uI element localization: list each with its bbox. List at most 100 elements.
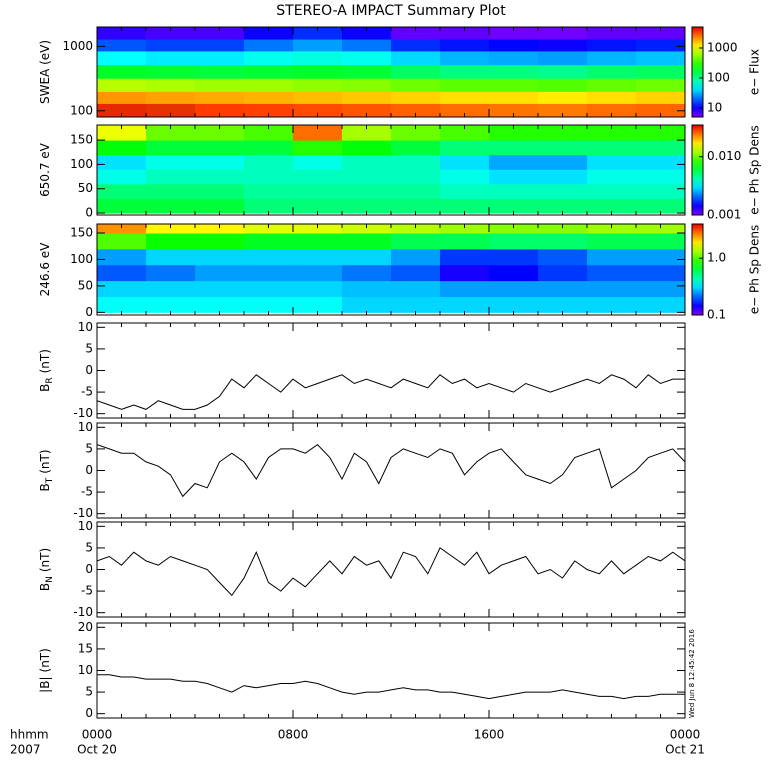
heatmap-cell bbox=[293, 50, 343, 66]
heatmap-cell bbox=[293, 39, 343, 52]
y-label-subscript: N bbox=[45, 576, 55, 583]
heatmap-cell bbox=[440, 27, 490, 40]
heatmap-cell bbox=[587, 154, 637, 170]
heatmap-cell bbox=[244, 103, 294, 117]
heatmap-cell bbox=[195, 232, 245, 250]
heatmap-cell bbox=[244, 125, 294, 141]
y-label-units: (nT) bbox=[38, 349, 52, 373]
heatmap-cell bbox=[636, 50, 685, 66]
heatmap-cell bbox=[97, 39, 147, 52]
heatmap-cell bbox=[391, 248, 441, 266]
heatmap-cell bbox=[244, 296, 294, 313]
heatmap-cell bbox=[538, 232, 588, 250]
heatmap-cell bbox=[440, 169, 490, 185]
heatmap-cell bbox=[342, 50, 392, 66]
y-tick-label: -10 bbox=[73, 506, 93, 520]
y-tick-label: 150 bbox=[70, 133, 93, 147]
heatmap-cell bbox=[342, 64, 392, 79]
heatmap-cell bbox=[440, 232, 490, 250]
heatmap-cell bbox=[489, 64, 539, 79]
heatmap-cell bbox=[342, 91, 392, 104]
heatmap-cell bbox=[440, 103, 490, 117]
heatmap-cell bbox=[342, 232, 392, 250]
heatmap-cell bbox=[636, 64, 685, 79]
heatmap-cell bbox=[293, 264, 343, 282]
heatmap-cell bbox=[538, 280, 588, 297]
heatmap-cell bbox=[146, 280, 196, 297]
heatmap-cell bbox=[489, 183, 539, 199]
heatmap-cell bbox=[538, 78, 588, 92]
colorbar bbox=[691, 223, 704, 316]
heatmap-cell bbox=[538, 248, 588, 266]
y-tick-label: 15 bbox=[78, 641, 93, 655]
heatmap-cell bbox=[293, 140, 343, 156]
heatmap-cell bbox=[146, 78, 196, 92]
heatmap-cell bbox=[391, 183, 441, 199]
heatmap-cell bbox=[342, 154, 392, 170]
line-series bbox=[97, 374, 685, 410]
x-tick-label: 0800 bbox=[278, 728, 309, 742]
heatmap-cell bbox=[440, 154, 490, 170]
y-axis-label: BN (nT) bbox=[38, 548, 55, 591]
heatmap-cell bbox=[293, 198, 343, 214]
heatmap-cell bbox=[195, 169, 245, 185]
colorbar-tick-label: 100 bbox=[707, 70, 730, 84]
heatmap-cell bbox=[293, 183, 343, 199]
y-label-subscript: T bbox=[45, 477, 55, 484]
heatmap-cell bbox=[244, 198, 294, 214]
heatmap-cell bbox=[391, 224, 441, 234]
heatmap-cell bbox=[195, 39, 245, 52]
heatmap-cell bbox=[195, 264, 245, 282]
y-tick-label: 50 bbox=[78, 181, 93, 195]
y-axis-label: BR (nT) bbox=[38, 349, 55, 392]
y-label-units: (nT) bbox=[38, 548, 52, 572]
heatmap-cell bbox=[538, 64, 588, 79]
heatmap-cell bbox=[636, 183, 685, 199]
y-tick-label: 10 bbox=[78, 420, 93, 434]
heatmap-cell bbox=[636, 91, 685, 104]
heatmap-cell bbox=[391, 64, 441, 79]
x-tick-label: 0000 bbox=[670, 728, 701, 742]
y-tick-label: 100 bbox=[70, 252, 93, 266]
heatmap-cell bbox=[244, 39, 294, 52]
heatmap-cell bbox=[342, 103, 392, 117]
heatmap-cell bbox=[538, 103, 588, 117]
heatmap-cell bbox=[538, 39, 588, 52]
heatmap-cell bbox=[587, 64, 637, 79]
y-label-subscript: R bbox=[45, 377, 55, 383]
heatmap-cell bbox=[636, 27, 685, 40]
colorbar-tick-label: 0.1 bbox=[707, 308, 726, 322]
heatmap-cell bbox=[244, 64, 294, 79]
plot-area bbox=[97, 674, 685, 700]
y-tick-label: 5 bbox=[85, 341, 93, 355]
heatmap-cell bbox=[489, 248, 539, 266]
y-tick-label: 5 bbox=[85, 685, 93, 699]
heatmap-cell bbox=[440, 198, 490, 214]
heatmap-cell bbox=[587, 27, 637, 40]
heatmap-cell bbox=[489, 280, 539, 297]
y-label-main: SWEA (eV) bbox=[38, 40, 52, 104]
heatmap-cell bbox=[195, 27, 245, 40]
heatmap-cell bbox=[587, 224, 637, 234]
heatmap-cell bbox=[244, 154, 294, 170]
heatmap-cell bbox=[440, 78, 490, 92]
heatmap-cell bbox=[293, 232, 343, 250]
heatmap-cell bbox=[587, 103, 637, 117]
heatmap-cell bbox=[636, 169, 685, 185]
heatmap-cell bbox=[391, 103, 441, 117]
heatmap-cell bbox=[636, 248, 685, 266]
heatmap-cell bbox=[146, 140, 196, 156]
heatmap-cell bbox=[293, 125, 343, 141]
heatmap-cell bbox=[146, 248, 196, 266]
heatmap-cell bbox=[293, 296, 343, 313]
heatmap-cell bbox=[146, 224, 196, 234]
heatmap-cell bbox=[146, 169, 196, 185]
heatmap-cell bbox=[636, 39, 685, 52]
panel-frame bbox=[96, 622, 686, 719]
heatmap-cell bbox=[195, 198, 245, 214]
colorbar bbox=[691, 124, 704, 216]
heatmap-cell bbox=[293, 91, 343, 104]
y-tick-label: 0 bbox=[85, 305, 93, 319]
heatmap-cell bbox=[538, 169, 588, 185]
plot-area bbox=[97, 125, 685, 214]
